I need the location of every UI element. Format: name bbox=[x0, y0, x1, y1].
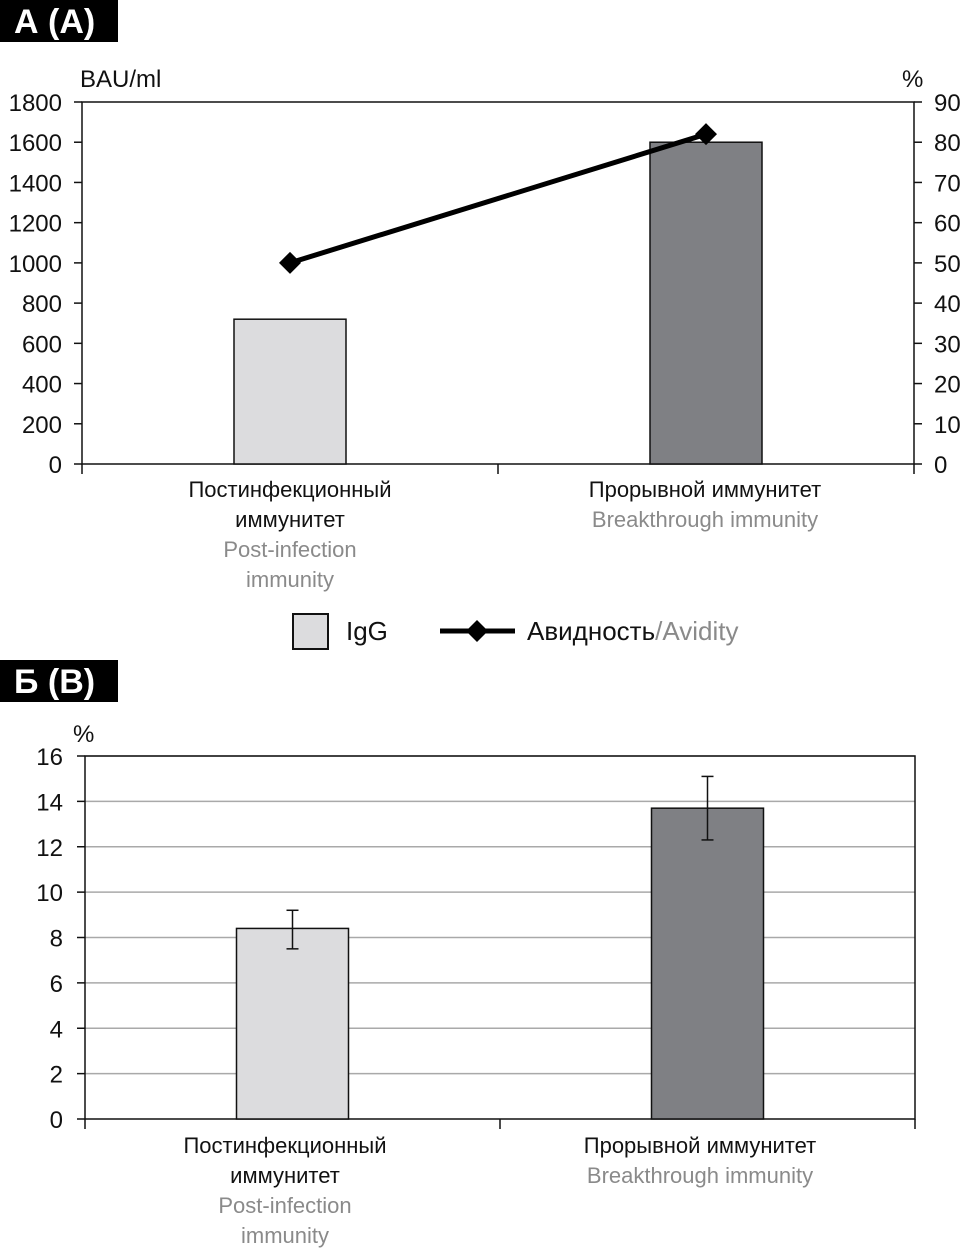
panel-b-y-tick-label: 0 bbox=[50, 1107, 63, 1134]
panel-a-avidity-line bbox=[289, 131, 707, 266]
panel-a-left-tick-label: 200 bbox=[22, 412, 62, 439]
panel-a-left-tick-label: 1400 bbox=[9, 170, 62, 197]
panel-a-left-axis-unit: BAU/ml bbox=[80, 66, 161, 93]
panel-b-y-tick-label: 10 bbox=[36, 880, 63, 907]
panel-a-left-tick-label: 800 bbox=[22, 291, 62, 318]
panel-a-igg-bar bbox=[233, 318, 347, 465]
panel-a-left-tick-label: 400 bbox=[22, 372, 62, 399]
panel-a-right-tick-label: 0 bbox=[934, 452, 947, 479]
panel-b-cat1-ru-line1: Постинфекционный bbox=[183, 1133, 386, 1158]
legend-igg-label: IgG bbox=[346, 616, 388, 646]
panel-a-right-tick-label: 60 bbox=[934, 211, 961, 238]
panel-b-y-tick-label: 6 bbox=[50, 971, 63, 998]
panel-b-y-tick-label: 8 bbox=[50, 926, 63, 953]
legend-avidity-ru: Авидность bbox=[527, 616, 655, 646]
panel-a-avidity-marker bbox=[695, 123, 717, 146]
legend-avidity-marker bbox=[466, 620, 488, 642]
legend-igg-swatch bbox=[292, 613, 329, 650]
panel-a-right-tick-label: 10 bbox=[934, 412, 961, 439]
panel-b-cat1-ru-line2: иммунитет bbox=[230, 1163, 340, 1188]
legend-avidity-label: Авидность/Avidity bbox=[527, 616, 738, 646]
panel-a-plot-frame bbox=[81, 101, 915, 465]
panel-a-right-tick-label: 70 bbox=[934, 170, 961, 197]
panel-a-left-tick-label: 0 bbox=[49, 452, 62, 479]
panel-a-left-tick-label: 1200 bbox=[9, 211, 62, 238]
panel-a-right-tick-label: 30 bbox=[934, 331, 961, 358]
panel-b-y-tick-label: 16 bbox=[36, 744, 63, 771]
panel-b-cat1-en-line1: Post-infection bbox=[218, 1193, 351, 1218]
panel-b-axis-unit: % bbox=[73, 721, 94, 748]
panel-b-y-tick-label: 2 bbox=[50, 1062, 63, 1089]
panel-a-left-tick-label: 1800 bbox=[9, 90, 62, 117]
panel-a-cat1-ru-line2: иммунитет bbox=[235, 507, 345, 532]
panel-b-y-tick-label: 12 bbox=[36, 835, 63, 862]
panel-b-label-text: Б (B) bbox=[14, 663, 95, 701]
panel-b-plot: 0 2 4 6 8 10 12 14 16 bbox=[36, 744, 916, 1134]
panel-a-right-tick-label: 90 bbox=[934, 90, 961, 117]
panel-a-left-tick-label: 1600 bbox=[9, 130, 62, 157]
panel-b-y-tick-label: 14 bbox=[36, 789, 63, 816]
panel-a-cat2-en: Breakthrough immunity bbox=[592, 507, 818, 532]
panel-a-cat1-en-line2: immunity bbox=[246, 567, 334, 592]
panel-a-left-tick-label: 600 bbox=[22, 331, 62, 358]
panel-a-igg-bar bbox=[649, 141, 763, 465]
panel-a-right-tick-label: 80 bbox=[934, 130, 961, 157]
panel-a-cat1-ru-line1: Постинфекционный bbox=[188, 477, 391, 502]
panel-b-label: Б (B) bbox=[0, 660, 118, 702]
panel-a-cat2-ru: Прорывной иммунитет bbox=[589, 477, 821, 502]
panel-b-category-labels: Постинфекционный иммунитет Post-infectio… bbox=[183, 1133, 816, 1248]
panel-b-cat2-en: Breakthrough immunity bbox=[587, 1163, 813, 1188]
panel-a-avidity-marker bbox=[279, 251, 301, 274]
panel-b-y-tick-label: 4 bbox=[50, 1016, 63, 1043]
panel-a-legend: IgG Авидность/Avidity bbox=[292, 613, 738, 650]
legend-avidity-en: /Avidity bbox=[655, 616, 738, 646]
panel-a-label-text: А (A) bbox=[14, 3, 95, 41]
panel-a-cat1-en-line1: Post-infection bbox=[223, 537, 356, 562]
panel-b-cat1-en-line2: immunity bbox=[241, 1223, 329, 1248]
panel-a-plot: 0 200 400 600 800 1000 1200 1400 1600 1800 0 10 20 30… bbox=[9, 90, 961, 479]
panel-a-right-tick-label: 20 bbox=[934, 372, 961, 399]
panel-a-left-tick-label: 1000 bbox=[9, 251, 62, 278]
panel-a-label: А (A) bbox=[0, 0, 118, 42]
panel-a-category-labels: Постинфекционный иммунитет Post-infectio… bbox=[188, 477, 821, 592]
panel-b-bar bbox=[235, 927, 350, 1120]
panel-b-bar bbox=[650, 807, 765, 1120]
panel-a-right-tick-label: 40 bbox=[934, 291, 961, 318]
panel-b-cat2-ru: Прорывной иммунитет bbox=[584, 1133, 816, 1158]
panel-a-right-axis-unit: % bbox=[902, 66, 923, 93]
panel-a-right-tick-label: 50 bbox=[934, 251, 961, 278]
